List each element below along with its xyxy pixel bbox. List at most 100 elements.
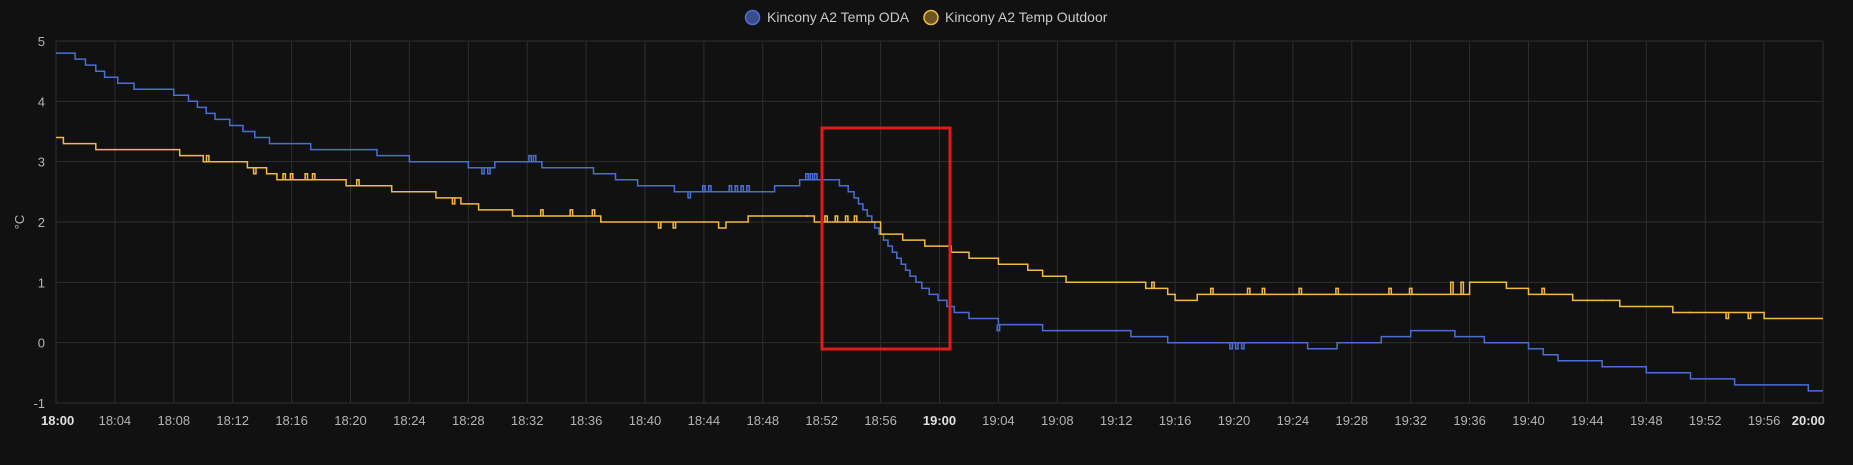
series-blip: [1335, 287, 1340, 295]
legend-swatch-outdoor[interactable]: [923, 9, 939, 26]
series-blip: [532, 154, 537, 162]
x-tick-label: 19:16: [1159, 413, 1192, 428]
x-tick-label: 18:00: [41, 413, 74, 428]
legend-swatch-oda[interactable]: [744, 9, 761, 26]
x-tick-label: 19:48: [1630, 413, 1663, 428]
series-blip: [805, 172, 809, 180]
x-tick-label: 18:48: [747, 413, 780, 428]
series-blip: [687, 191, 692, 199]
x-tick-label: 18:16: [275, 413, 308, 428]
y-tick-label: 2: [38, 215, 45, 230]
x-tick-label: 18:12: [216, 413, 249, 428]
x-tick-label: 18:32: [511, 413, 544, 428]
x-tick-label: 19:40: [1512, 413, 1545, 428]
series-blip: [289, 172, 294, 180]
series-blip: [205, 154, 210, 162]
x-tick-label: 18:28: [452, 413, 485, 428]
series-blip: [1229, 342, 1234, 350]
series-blip: [701, 185, 706, 192]
x-tick-label: 18:04: [99, 413, 132, 428]
series-blip: [355, 179, 360, 186]
y-tick-label: -1: [33, 396, 45, 411]
gridlines: [55, 40, 1824, 404]
series-blip: [1234, 342, 1239, 350]
series-blip: [451, 197, 456, 205]
x-tick-label: 20:00: [1792, 413, 1825, 428]
series-blip: [813, 172, 818, 180]
y-tick-label: 5: [38, 34, 45, 49]
y-axis-ticks: 5 4 3 2 1 0 -1: [33, 34, 45, 411]
series-blip: [1151, 281, 1155, 289]
series-layer: [56, 52, 1823, 392]
x-tick-label: 19:12: [1100, 413, 1133, 428]
series-blip: [1240, 342, 1245, 350]
x-tick-label: 19:00: [923, 413, 956, 428]
series-blip: [304, 172, 309, 180]
legend-item-outdoor[interactable]: Kincony A2 Temp Outdoor: [923, 9, 1108, 26]
x-tick-label: 18:24: [393, 413, 426, 428]
legend-item-oda[interactable]: Kincony A2 Temp ODA: [744, 9, 910, 26]
series-blip: [707, 185, 712, 192]
x-tick-label: 18:20: [334, 413, 367, 428]
series-blip: [1449, 281, 1454, 295]
x-tick-label: 19:24: [1277, 413, 1310, 428]
series-blip: [844, 215, 849, 222]
series-blip: [746, 185, 751, 192]
series-blip: [1246, 287, 1251, 295]
series-blip: [728, 185, 733, 192]
legend-label-outdoor[interactable]: Kincony A2 Temp Outdoor: [945, 9, 1108, 25]
series-line[interactable]: [56, 136, 1823, 320]
legend-label-oda[interactable]: Kincony A2 Temp ODA: [767, 9, 910, 25]
series-blip: [834, 215, 839, 222]
series-blip: [591, 209, 596, 216]
x-tick-label: 19:44: [1571, 413, 1604, 428]
series-blip: [1261, 287, 1266, 295]
series-blip: [996, 324, 1001, 332]
y-axis-label: °C: [12, 215, 27, 230]
series-blip: [1408, 287, 1413, 295]
series-blip: [1388, 287, 1393, 295]
x-tick-label: 19:04: [982, 413, 1015, 428]
series-blip: [740, 185, 745, 192]
x-tick-label: 19:08: [1041, 413, 1074, 428]
x-tick-label: 19:28: [1336, 413, 1369, 428]
series-blip: [1725, 312, 1730, 320]
x-tick-label: 19:52: [1689, 413, 1722, 428]
series-blip: [1747, 312, 1752, 320]
x-tick-label: 19:32: [1394, 413, 1427, 428]
x-tick-label: 18:44: [688, 413, 721, 428]
x-axis-ticks: 18:00 18:04 18:08 18:12 18:16 18:20 18:24 18:28…: [41, 413, 1825, 428]
series-blip: [528, 154, 533, 162]
series-blip: [824, 215, 829, 222]
series-blip: [252, 167, 257, 175]
series-blip: [1541, 287, 1546, 295]
y-tick-label: 0: [38, 336, 45, 351]
x-tick-label: 19:56: [1748, 413, 1781, 428]
series-blip: [282, 172, 287, 180]
series-blip: [1460, 281, 1465, 295]
x-tick-label: 18:08: [158, 413, 191, 428]
series-blip: [672, 222, 677, 229]
legend[interactable]: Kincony A2 Temp ODA Kincony A2 Temp Outd…: [744, 9, 1108, 26]
highlight-box: [820, 126, 952, 351]
series-blip: [539, 209, 544, 216]
series-outdoor: [56, 136, 1823, 320]
x-tick-label: 18:36: [570, 413, 603, 428]
series-blip: [853, 215, 858, 222]
series-blip: [1209, 287, 1214, 295]
series-blip: [809, 172, 814, 180]
y-tick-label: 1: [38, 275, 45, 290]
series-blip: [734, 185, 739, 192]
x-tick-label: 18:52: [805, 413, 838, 428]
series-blip: [481, 167, 485, 175]
x-tick-label: 18:56: [864, 413, 897, 428]
series-blip: [311, 172, 316, 180]
y-tick-label: 4: [38, 94, 45, 109]
y-tick-label: 3: [38, 155, 45, 170]
series-blip: [569, 209, 574, 216]
series-blip: [657, 222, 662, 229]
x-tick-label: 19:36: [1453, 413, 1486, 428]
x-tick-label: 19:20: [1218, 413, 1251, 428]
